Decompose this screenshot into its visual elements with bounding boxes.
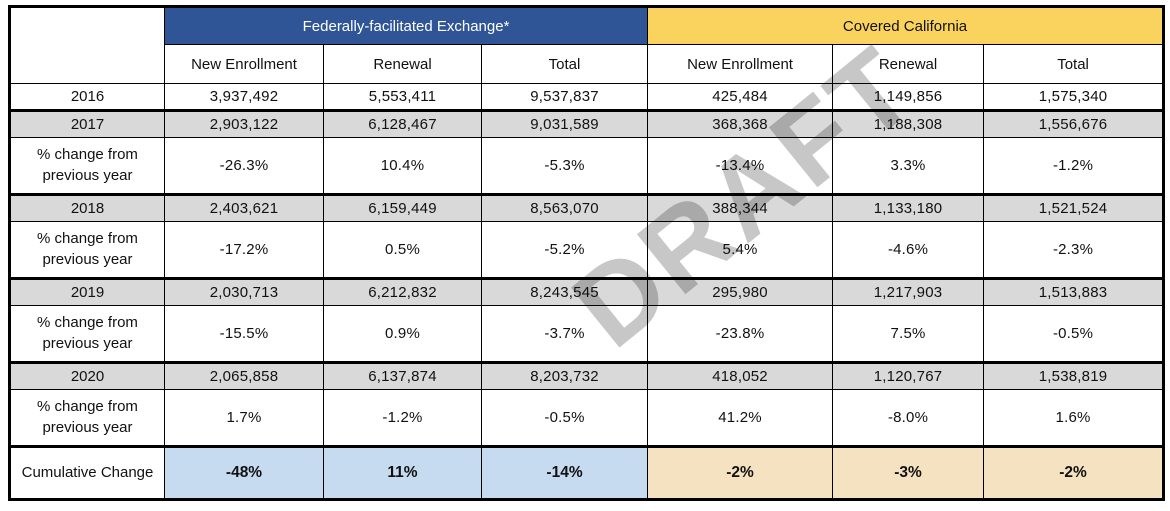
pct-change-row-2019: % change from previous year -15.5% 0.9% …	[9, 305, 1165, 363]
group-header-covered-california: Covered California	[647, 6, 1165, 45]
pct-cell: -4.6%	[832, 221, 985, 279]
pct-cell: -17.2%	[164, 221, 324, 279]
value-cell: 6,212,832	[323, 277, 482, 306]
pct-change-row-2020: % change from previous year 1.7% -1.2% -…	[9, 389, 1165, 447]
value-cell: 1,188,308	[832, 109, 985, 138]
pct-cell: -15.5%	[164, 305, 324, 363]
year-label: 2020	[9, 361, 165, 390]
pct-change-row-2018: % change from previous year -17.2% 0.5% …	[9, 221, 1165, 279]
value-cell: 1,538,819	[983, 361, 1165, 390]
pct-cell: -13.4%	[647, 137, 834, 195]
cumulative-cell: -2%	[983, 445, 1165, 500]
pct-cell: 10.4%	[323, 137, 482, 195]
column-header-cc-new-enrollment: New Enrollment	[647, 44, 834, 84]
cumulative-change-label: Cumulative Change	[9, 445, 165, 500]
pct-cell: -23.8%	[647, 305, 834, 363]
pct-change-label: % change from previous year	[9, 389, 165, 447]
pct-cell: -5.2%	[480, 221, 649, 279]
value-cell: 6,159,449	[323, 193, 482, 222]
value-cell: 3,937,492	[164, 83, 324, 111]
cumulative-cell: -14%	[480, 445, 649, 500]
group-header-row: Federally-facilitated Exchange* Covered …	[9, 6, 1165, 84]
cumulative-cell: 11%	[323, 445, 482, 500]
pct-cell: 7.5%	[832, 305, 985, 363]
value-cell: 1,120,767	[832, 361, 985, 390]
value-cell: 295,980	[647, 277, 834, 306]
value-cell: 425,484	[647, 83, 834, 111]
pct-cell: 41.2%	[647, 389, 834, 447]
value-cell: 8,563,070	[480, 193, 649, 222]
value-cell: 2,903,122	[164, 109, 324, 138]
column-header-ffe-new-enrollment: New Enrollment	[164, 44, 324, 84]
pct-cell: 0.9%	[323, 305, 482, 363]
year-row-2018: 2018 2,403,621 6,159,449 8,563,070 388,3…	[9, 193, 1165, 222]
pct-cell: -5.3%	[480, 137, 649, 195]
cumulative-cell: -2%	[647, 445, 834, 500]
column-header-cc-renewal: Renewal	[832, 44, 985, 84]
enrollment-table: Federally-facilitated Exchange* Covered …	[8, 5, 1166, 501]
value-cell: 1,556,676	[983, 109, 1165, 138]
value-cell: 5,553,411	[323, 83, 482, 111]
corner-empty-cell	[9, 6, 165, 84]
value-cell: 9,537,837	[480, 83, 649, 111]
pct-cell: 1.6%	[983, 389, 1165, 447]
cumulative-cell: -48%	[164, 445, 324, 500]
value-cell: 1,133,180	[832, 193, 985, 222]
column-header-ffe-renewal: Renewal	[323, 44, 482, 84]
value-cell: 418,052	[647, 361, 834, 390]
year-row-2016: 2016 3,937,492 5,553,411 9,537,837 425,4…	[9, 83, 1165, 111]
column-header-ffe-total: Total	[480, 44, 649, 84]
year-label: 2019	[9, 277, 165, 306]
pct-cell: -2.3%	[983, 221, 1165, 279]
value-cell: 1,575,340	[983, 83, 1165, 111]
pct-cell: 5.4%	[647, 221, 834, 279]
pct-cell: 3.3%	[832, 137, 985, 195]
year-row-2019: 2019 2,030,713 6,212,832 8,243,545 295,9…	[9, 277, 1165, 306]
year-row-2017: 2017 2,903,122 6,128,467 9,031,589 368,3…	[9, 109, 1165, 138]
pct-cell: -3.7%	[480, 305, 649, 363]
value-cell: 1,521,524	[983, 193, 1165, 222]
pct-change-label: % change from previous year	[9, 221, 165, 279]
pct-cell: 1.7%	[164, 389, 324, 447]
pct-cell: -8.0%	[832, 389, 985, 447]
value-cell: 1,217,903	[832, 277, 985, 306]
year-label: 2018	[9, 193, 165, 222]
year-row-2020: 2020 2,065,858 6,137,874 8,203,732 418,0…	[9, 361, 1165, 390]
pct-cell: -1.2%	[323, 389, 482, 447]
value-cell: 6,137,874	[323, 361, 482, 390]
value-cell: 368,368	[647, 109, 834, 138]
pct-cell: -0.5%	[983, 305, 1165, 363]
column-header-row: New Enrollment Renewal Total New Enrollm…	[10, 44, 1165, 84]
value-cell: 6,128,467	[323, 109, 482, 138]
column-header-cc-total: Total	[983, 44, 1165, 84]
pct-change-row-2017: % change from previous year -26.3% 10.4%…	[9, 137, 1165, 195]
pct-cell: -26.3%	[164, 137, 324, 195]
pct-change-label: % change from previous year	[9, 305, 165, 363]
year-label: 2017	[9, 109, 165, 138]
group-header-federal-exchange: Federally-facilitated Exchange*	[163, 6, 649, 45]
value-cell: 2,403,621	[164, 193, 324, 222]
cumulative-cell: -3%	[832, 445, 985, 500]
value-cell: 8,243,545	[480, 277, 649, 306]
year-label: 2016	[9, 83, 165, 111]
pct-cell: -1.2%	[983, 137, 1165, 195]
pct-cell: 0.5%	[323, 221, 482, 279]
value-cell: 388,344	[647, 193, 834, 222]
value-cell: 9,031,589	[480, 109, 649, 138]
pct-cell: -0.5%	[480, 389, 649, 447]
value-cell: 8,203,732	[480, 361, 649, 390]
pct-change-label: % change from previous year	[9, 137, 165, 195]
value-cell: 2,065,858	[164, 361, 324, 390]
value-cell: 2,030,713	[164, 277, 324, 306]
cumulative-change-row: Cumulative Change -48% 11% -14% -2% -3% …	[9, 445, 1165, 500]
value-cell: 1,149,856	[832, 83, 985, 111]
value-cell: 1,513,883	[983, 277, 1165, 306]
